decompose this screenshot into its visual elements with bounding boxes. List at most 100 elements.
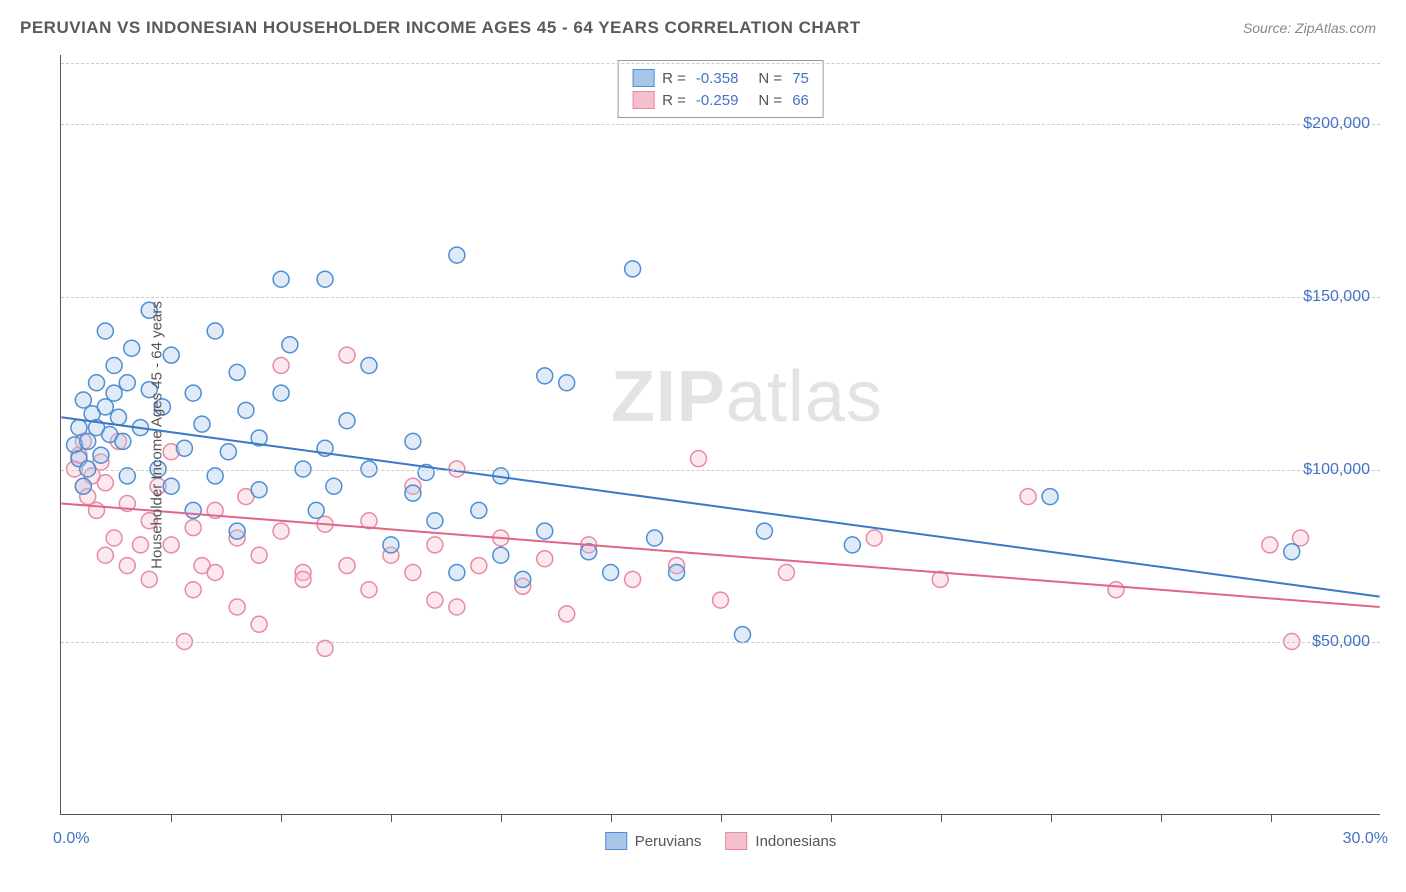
gridline xyxy=(61,63,1380,64)
legend-item: Peruvians xyxy=(605,832,702,850)
legend-swatch xyxy=(605,832,627,850)
data-point xyxy=(185,582,201,598)
data-point xyxy=(97,547,113,563)
data-point xyxy=(185,385,201,401)
legend-n-label: N = xyxy=(758,92,782,109)
data-point xyxy=(383,537,399,553)
data-point xyxy=(625,571,641,587)
data-point xyxy=(326,478,342,494)
data-point xyxy=(669,565,685,581)
data-point xyxy=(207,323,223,339)
data-point xyxy=(229,364,245,380)
gridline xyxy=(61,124,1380,125)
data-point xyxy=(405,565,421,581)
y-axis-title: Householder Income Ages 45 - 64 years xyxy=(148,301,165,569)
data-point xyxy=(273,385,289,401)
data-point xyxy=(449,247,465,263)
legend-label: Indonesians xyxy=(755,833,836,850)
data-point xyxy=(361,358,377,374)
data-point xyxy=(713,592,729,608)
plot-area: ZIPatlas R =-0.358N =75R =-0.259N =66 Ho… xyxy=(60,55,1380,815)
legend-r-label: R = xyxy=(662,92,686,109)
data-point xyxy=(229,523,245,539)
legend-row: R =-0.358N =75 xyxy=(632,67,809,89)
data-point xyxy=(106,385,122,401)
data-point xyxy=(449,599,465,615)
data-point xyxy=(111,409,127,425)
data-point xyxy=(1108,582,1124,598)
x-axis-label-min: 0.0% xyxy=(53,830,89,848)
data-point xyxy=(537,368,553,384)
data-point xyxy=(119,375,135,391)
data-point xyxy=(756,523,772,539)
legend-n-label: N = xyxy=(758,70,782,87)
data-point xyxy=(229,599,245,615)
data-point xyxy=(603,565,619,581)
data-point xyxy=(163,347,179,363)
data-point xyxy=(559,375,575,391)
data-point xyxy=(80,433,96,449)
legend-n-value: 66 xyxy=(792,92,809,109)
data-point xyxy=(339,413,355,429)
data-point xyxy=(106,358,122,374)
x-tick xyxy=(1161,814,1162,822)
data-point xyxy=(119,558,135,574)
legend-swatch xyxy=(632,91,654,109)
data-point xyxy=(427,513,443,529)
legend-swatch xyxy=(725,832,747,850)
scatter-plot xyxy=(61,55,1380,814)
data-point xyxy=(317,271,333,287)
data-point xyxy=(647,530,663,546)
data-point xyxy=(1262,537,1278,553)
data-point xyxy=(1020,489,1036,505)
data-point xyxy=(339,347,355,363)
data-point xyxy=(251,547,267,563)
legend-label: Peruvians xyxy=(635,833,702,850)
gridline xyxy=(61,470,1380,471)
data-point xyxy=(1042,489,1058,505)
data-point xyxy=(295,571,311,587)
legend-r-label: R = xyxy=(662,70,686,87)
legend-swatch xyxy=(632,69,654,87)
legend-series: Peruvians Indonesians xyxy=(605,832,837,850)
x-tick xyxy=(941,814,942,822)
gridline xyxy=(61,297,1380,298)
data-point xyxy=(97,399,113,415)
data-point xyxy=(132,537,148,553)
data-point xyxy=(471,558,487,574)
x-tick xyxy=(1051,814,1052,822)
legend-correlation: R =-0.358N =75R =-0.259N =66 xyxy=(617,60,824,118)
data-point xyxy=(97,323,113,339)
data-point xyxy=(273,358,289,374)
data-point xyxy=(866,530,882,546)
data-point xyxy=(778,565,794,581)
data-point xyxy=(515,571,531,587)
data-point xyxy=(1284,544,1300,560)
data-point xyxy=(282,337,298,353)
legend-item: Indonesians xyxy=(725,832,836,850)
data-point xyxy=(115,433,131,449)
data-point xyxy=(559,606,575,622)
data-point xyxy=(141,571,157,587)
chart-title: PERUVIAN VS INDONESIAN HOUSEHOLDER INCOM… xyxy=(20,18,861,38)
y-tick-label: $200,000 xyxy=(1303,115,1370,133)
x-tick xyxy=(391,814,392,822)
y-tick-label: $150,000 xyxy=(1303,288,1370,306)
data-point xyxy=(97,475,113,491)
data-point xyxy=(106,530,122,546)
x-tick xyxy=(831,814,832,822)
data-point xyxy=(89,502,105,518)
data-point xyxy=(1293,530,1309,546)
data-point xyxy=(405,433,421,449)
data-point xyxy=(89,375,105,391)
data-point xyxy=(75,392,91,408)
data-point xyxy=(537,551,553,567)
data-point xyxy=(93,447,109,463)
data-point xyxy=(361,582,377,598)
trend-line xyxy=(61,417,1379,596)
data-point xyxy=(185,502,201,518)
chart-container: ZIPatlas R =-0.358N =75R =-0.259N =66 Ho… xyxy=(60,55,1380,815)
data-point xyxy=(75,478,91,494)
x-tick xyxy=(171,814,172,822)
data-point xyxy=(273,271,289,287)
